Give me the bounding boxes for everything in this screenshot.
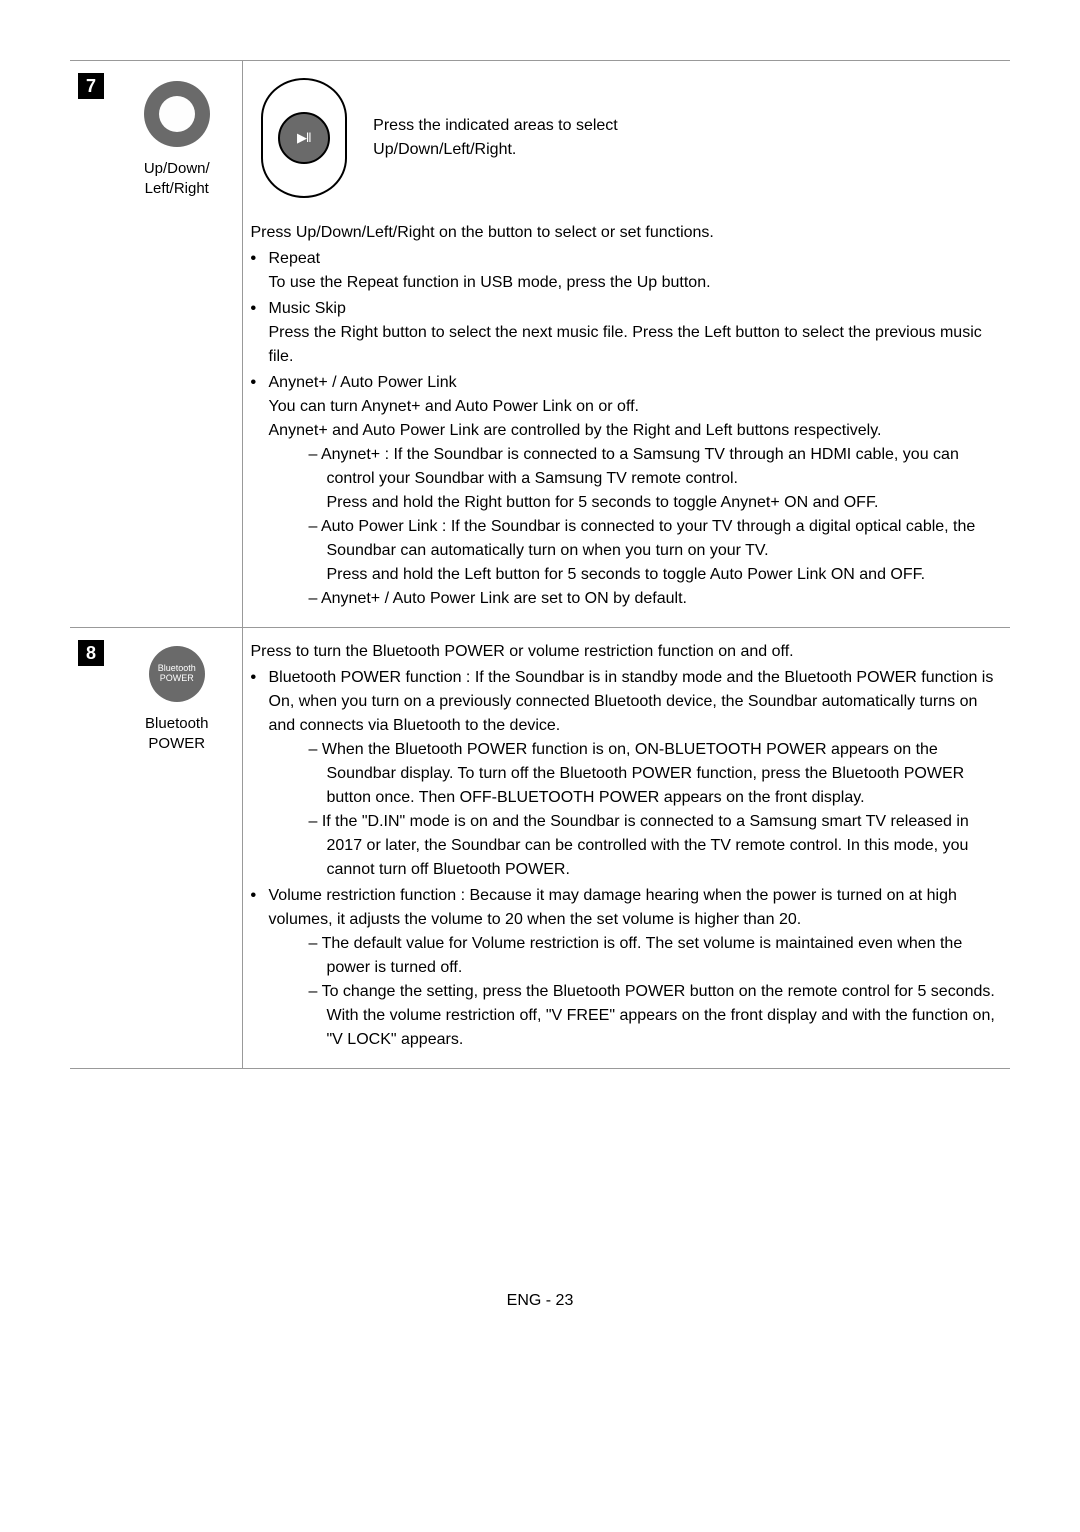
anynet-sub2: Auto Power Link : If the Soundbar is con… [309, 515, 1003, 587]
row8-bullets: Bluetooth POWER function : If the Soundb… [251, 666, 1003, 1052]
bullet-btpower: Bluetooth POWER function : If the Soundb… [269, 666, 1003, 882]
bullet-volrestrict: Volume restriction function : Because it… [269, 884, 1003, 1052]
volrestrict-sublist: The default value for Volume restriction… [269, 932, 1003, 1052]
row7-intro: Press Up/Down/Left/Right on the button t… [251, 221, 1003, 245]
volrestrict-sub2: To change the setting, press the Bluetoo… [309, 980, 1003, 1052]
dpad-icon [144, 81, 210, 147]
row-8-desc: Press to turn the Bluetooth POWER or vol… [242, 628, 1010, 1069]
row-7-desc: ▶ǀǀ Press the indicated areas to select … [242, 61, 1010, 628]
musicskip-body: Press the Right button to select the nex… [269, 324, 982, 365]
anynet-sublist: Anynet+ : If the Soundbar is connected t… [269, 443, 1003, 611]
volrestrict-title: Volume restriction function [269, 887, 457, 904]
row-8-icon-label: Bluetooth POWER [120, 714, 234, 753]
manual-table: 7 Up/Down/ Left/Right ▶ǀǀ Press the indi… [70, 60, 1010, 1069]
anynet-title: Anynet+ / Auto Power Link [269, 374, 457, 391]
repeat-title: Repeat [269, 250, 321, 267]
dpad-center-icon [159, 96, 195, 132]
row-7: 7 Up/Down/ Left/Right ▶ǀǀ Press the indi… [70, 61, 1010, 628]
badge-8: 8 [78, 640, 104, 666]
row-8-icon-cell: Bluetooth POWER Bluetooth POWER [112, 628, 242, 1069]
oblong-button-icon: ▶ǀǀ [278, 112, 330, 164]
bluetooth-power-icon: Bluetooth POWER [149, 646, 205, 702]
btpower-sub1: When the Bluetooth POWER function is on,… [309, 738, 1003, 810]
volrestrict-sub1: The default value for Volume restriction… [309, 932, 1003, 980]
anynet-sub3: Anynet+ / Auto Power Link are set to ON … [309, 587, 1003, 611]
anynet-l2: Anynet+ and Auto Power Link are controll… [269, 422, 882, 439]
repeat-body: To use the Repeat function in USB mode, … [269, 274, 711, 291]
bullet-repeat: Repeat To use the Repeat function in USB… [269, 247, 1003, 295]
btpower-sublist: When the Bluetooth POWER function is on,… [269, 738, 1003, 882]
row-8-num-cell: 8 [70, 628, 112, 1069]
page-footer: ENG - 23 [70, 1289, 1010, 1313]
row-7-icon-cell: Up/Down/ Left/Right [112, 61, 242, 628]
play-pause-icon: ▶ǀǀ [297, 128, 311, 148]
oblong-caption: Press the indicated areas to select Up/D… [373, 114, 630, 162]
row8-intro: Press to turn the Bluetooth POWER or vol… [251, 640, 1003, 664]
anynet-l1: You can turn Anynet+ and Auto Power Link… [269, 398, 640, 415]
row7-bullets: Repeat To use the Repeat function in USB… [251, 247, 1003, 611]
anynet-sub1: Anynet+ : If the Soundbar is connected t… [309, 443, 1003, 515]
badge-7: 7 [78, 73, 104, 99]
bullet-musicskip: Music Skip Press the Right button to sel… [269, 297, 1003, 369]
bullet-anynet: Anynet+ / Auto Power Link You can turn A… [269, 371, 1003, 611]
row-8: 8 Bluetooth POWER Bluetooth POWER Press … [70, 628, 1010, 1069]
row-7-icon-label: Up/Down/ Left/Right [120, 159, 234, 198]
musicskip-title: Music Skip [269, 300, 346, 317]
btpower-title: Bluetooth POWER function [269, 669, 462, 686]
row-7-num-cell: 7 [70, 61, 112, 628]
btpower-sub2: If the "D.IN" mode is on and the Soundba… [309, 810, 1003, 882]
oblong-outline-icon: ▶ǀǀ [261, 78, 348, 198]
oblong-illustration: ▶ǀǀ Press the indicated areas to select … [251, 73, 631, 203]
